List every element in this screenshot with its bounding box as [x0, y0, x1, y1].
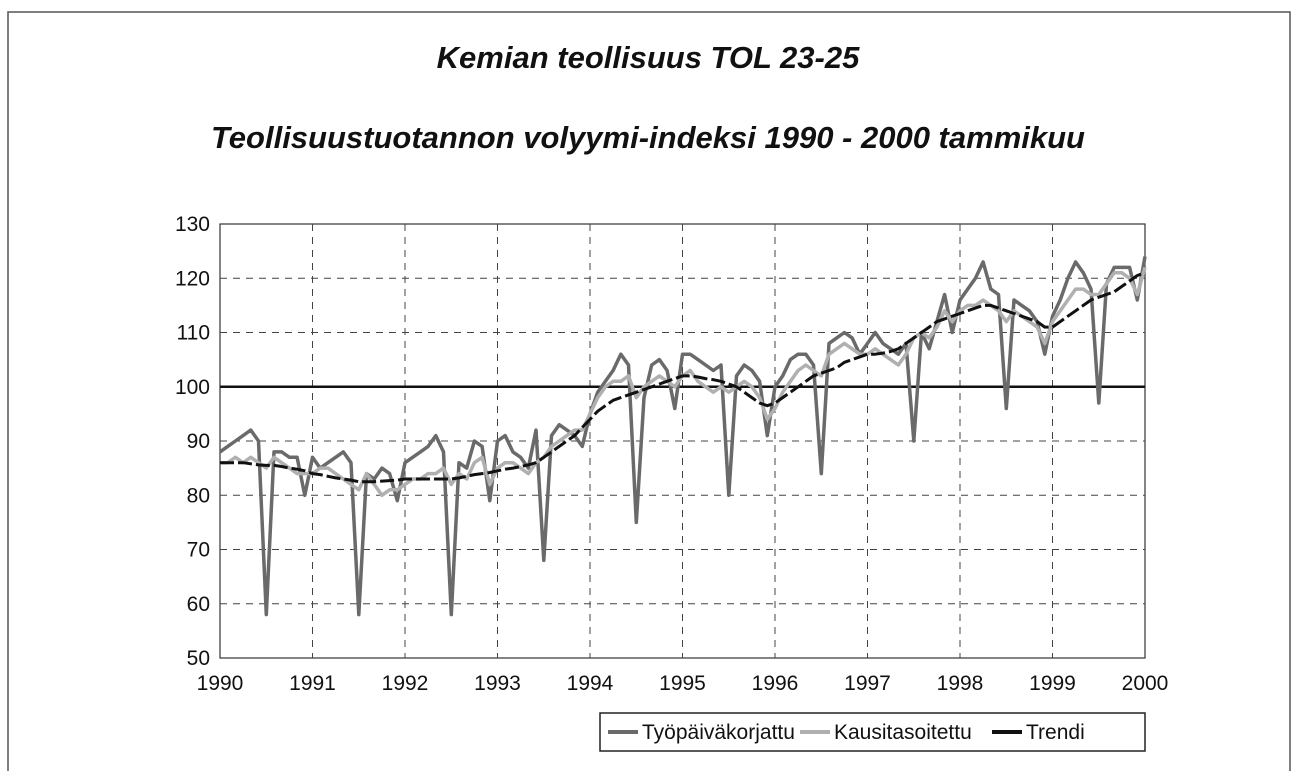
y-tick-label: 80 [187, 484, 210, 507]
legend-label: Kausitasoitettu [834, 721, 972, 744]
y-tick-label: 50 [187, 647, 210, 670]
series-line [218, 256, 1147, 617]
y-tick-label: 100 [175, 376, 210, 399]
x-tick-label: 1996 [752, 672, 799, 695]
y-tick-label: 120 [175, 267, 210, 290]
y-tick-label: 70 [187, 539, 210, 562]
chart-title: Kemian teollisuus TOL 23-25 [437, 40, 860, 75]
x-tick-label: 1992 [382, 672, 429, 695]
chart-subtitle: Teollisuustuotannon volyymi-indeksi 1990… [211, 120, 1085, 155]
legend-label: Työpäiväkorjattu [642, 721, 795, 744]
x-tick-label: 1995 [659, 672, 706, 695]
x-tick-label: 1991 [289, 672, 336, 695]
x-tick-label: 1994 [567, 672, 614, 695]
x-tick-label: 1999 [1029, 672, 1076, 695]
x-tick-label: 1990 [197, 672, 244, 695]
x-tick-label: 2000 [1122, 672, 1169, 695]
y-tick-label: 90 [187, 430, 210, 453]
y-tick-label: 110 [177, 322, 210, 345]
series-line [220, 271, 1146, 484]
x-tick-label: 1993 [474, 672, 521, 695]
frame [7, 11, 1291, 776]
x-tick-label: 1997 [844, 672, 891, 695]
y-tick-label: 130 [175, 213, 210, 236]
y-tick-label: 60 [187, 593, 210, 616]
legend-label: Trendi [1026, 721, 1085, 744]
legend-box [599, 712, 1146, 752]
x-tick-label: 1998 [937, 672, 984, 695]
